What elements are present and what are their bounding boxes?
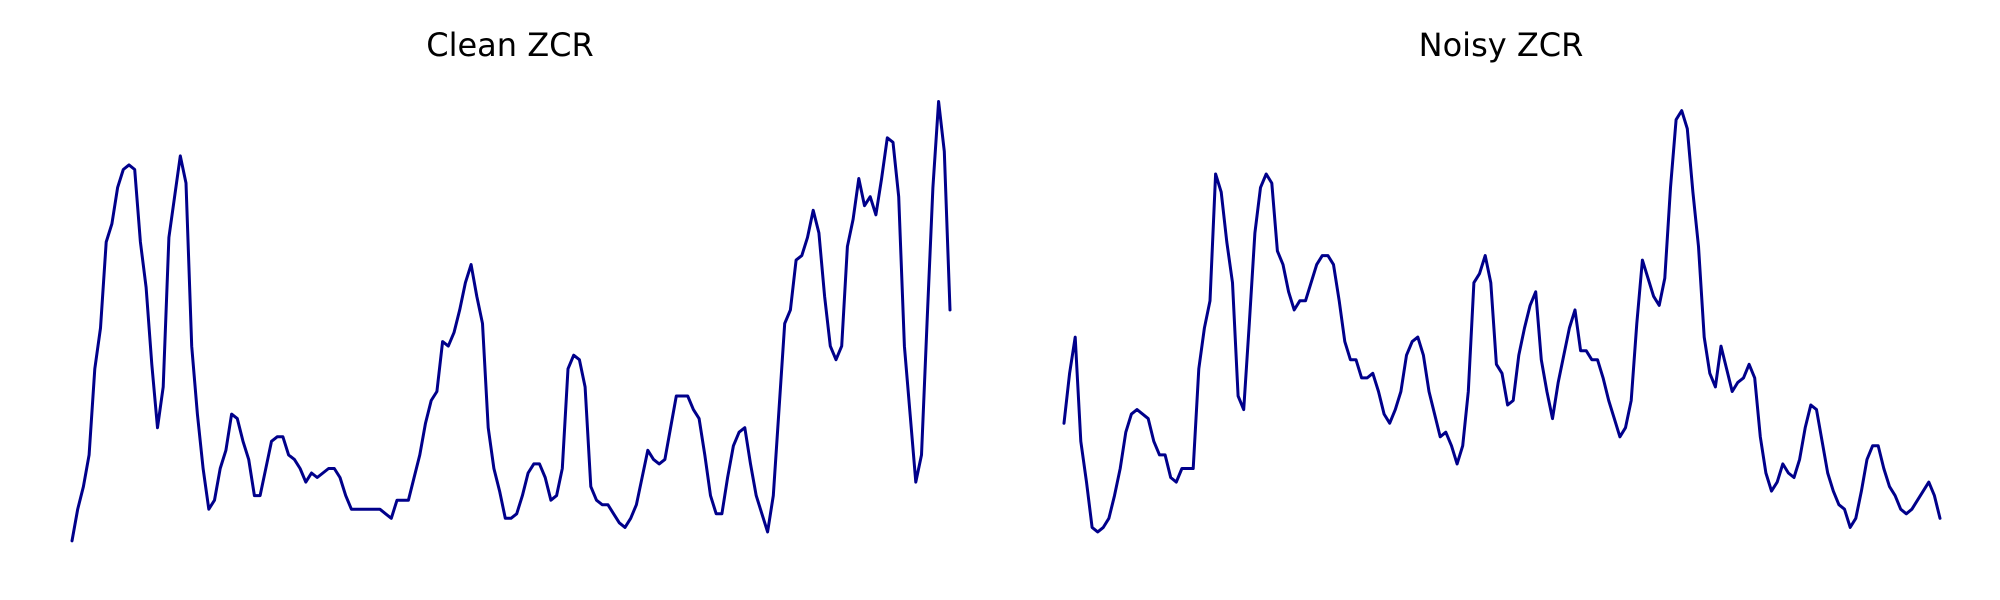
noisy-zcr-chart: Noisy ZCR — [1062, 26, 1942, 534]
clean-zcr-title: Clean ZCR — [426, 26, 593, 64]
clean-zcr-chart: Clean ZCR — [70, 26, 952, 543]
clean-zcr-series-line — [70, 100, 952, 543]
noisy-zcr-title: Noisy ZCR — [1419, 26, 1584, 64]
noisy-zcr-series-line — [1062, 109, 1942, 534]
